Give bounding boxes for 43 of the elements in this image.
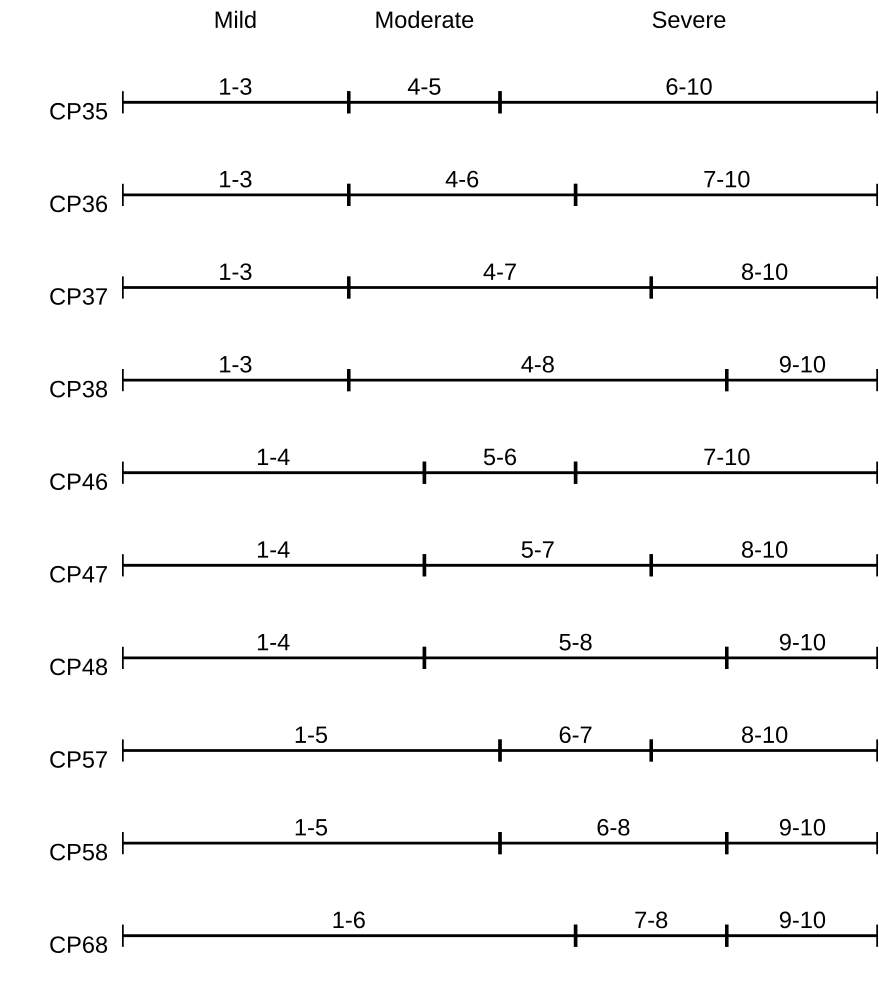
data-label: 9-10 — [780, 818, 826, 836]
data-label: 9-10 — [780, 912, 826, 928]
data-label: 1-3 — [220, 78, 252, 95]
text: Mild — [216, 10, 256, 28]
data-label: 7-10 — [704, 448, 750, 466]
y-tick-label: CP58 — [50, 844, 108, 860]
y-tick-label: CP38 — [50, 380, 108, 398]
data-label: 6-7 — [560, 726, 592, 744]
data-label: 5-6 — [484, 448, 516, 466]
data-label: 8-10 — [742, 541, 788, 558]
data-label: 5-8 — [559, 634, 592, 650]
text: Severe — [652, 11, 726, 28]
data-label: 4-8 — [521, 356, 554, 373]
data-label: 1-5 — [296, 726, 328, 744]
data-label: 1-4 — [258, 541, 290, 558]
y-tick-label: CP48 — [50, 658, 108, 676]
data-label: 4-6 — [446, 170, 478, 188]
y-tick-label: CP46 — [50, 473, 108, 490]
data-label: 7-8 — [635, 912, 668, 928]
y-tick-label: CP47 — [50, 566, 107, 583]
data-label: 1-3 — [220, 263, 252, 280]
y-tick-label: CP35 — [50, 102, 108, 120]
y-tick-label: CP57 — [50, 751, 107, 768]
data-label: 8-10 — [742, 263, 788, 280]
data-label: 9-10 — [780, 356, 826, 373]
data-label: 9-10 — [780, 634, 826, 650]
y-tick-label: CP68 — [50, 936, 108, 954]
data-label: 1-3 — [220, 170, 252, 188]
data-label: 6-10 — [666, 78, 712, 95]
data-label: 6-8 — [598, 818, 630, 836]
y-tick-label: CP37 — [50, 288, 107, 305]
data-label: 7-10 — [704, 170, 750, 188]
data-label: 1-4 — [258, 448, 290, 466]
data-label: 5-7 — [522, 541, 554, 558]
data-label: 4-5 — [408, 78, 440, 95]
data-label: 8-10 — [742, 726, 788, 744]
text: Moderate — [376, 10, 474, 28]
data-label: 4-7 — [483, 264, 516, 280]
data-label: 1-3 — [220, 356, 252, 373]
data-label: 1-6 — [334, 912, 365, 928]
data-label: 1-4 — [258, 634, 290, 650]
y-tick-label: CP36 — [50, 196, 108, 212]
data-label: 1-5 — [296, 819, 328, 836]
